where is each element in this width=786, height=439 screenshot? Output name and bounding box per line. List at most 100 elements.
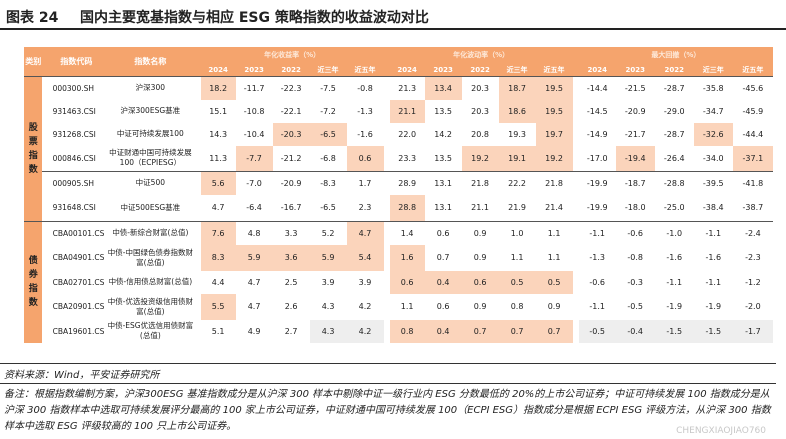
spacer [194, 47, 201, 77]
spacer [572, 171, 579, 195]
value-cell-dd: -34.7 [702, 106, 724, 116]
spacer [42, 122, 47, 146]
value-cell-vol: 0.4 [424, 270, 462, 294]
value-cell-vol: 1.6 [389, 244, 425, 271]
value-cell-dd: -1.1 [705, 277, 722, 287]
value-cell-ret: -1.6 [357, 129, 373, 139]
period-header: 2023 [615, 63, 655, 77]
value-cell-vol: 21.4 [545, 203, 563, 213]
value-cell-ret: 5.2 [309, 221, 347, 245]
value-cell-dd: -1.9 [666, 302, 683, 311]
value-cell-dd: -21.7 [624, 129, 646, 139]
value-cell-dd: -44.4 [742, 129, 764, 139]
source-note: 资料来源：Wind，平安证券研究所 [0, 363, 776, 381]
category-equity: 股票指数 [24, 76, 43, 222]
spacer [383, 221, 390, 245]
index-name: 中债-ESG优选信用债财富(总值) [107, 321, 194, 340]
value-cell-vol: 28.9 [389, 171, 425, 195]
index-name: 中证财通中国可持续发展100（ECPIESG） [109, 148, 192, 168]
period-header: 近五年 [732, 63, 773, 77]
value-cell-dd: -26.4 [663, 153, 685, 163]
value-cell-vol: 0.7 [436, 253, 450, 262]
value-cell-dd: -1.1 [578, 221, 616, 245]
value-cell-dd: -1.1 [589, 302, 605, 311]
value-cell-ret: 2.3 [358, 203, 372, 213]
index-code: 931648.CSI [52, 203, 96, 213]
group-header: 年化波动率（%） [389, 47, 573, 63]
spacer [383, 99, 390, 123]
spacer [42, 293, 47, 320]
value-cell-dd: -32.6 [693, 122, 733, 146]
value-cell-ret: 3.9 [321, 277, 335, 287]
value-cell-dd: -0.3 [627, 277, 643, 287]
period-header: 2024 [200, 63, 236, 77]
value-cell-vol: 1.1 [510, 253, 524, 262]
spacer [42, 270, 47, 294]
header-row-periods: 2024 2023 2022 近三年 近五年 2024 2023 2022 近三年 近五年 2024… [24, 63, 773, 77]
value-cell-ret: 5.4 [346, 244, 384, 271]
spacer [572, 221, 579, 245]
value-cell-ret: 0.6 [346, 145, 384, 172]
value-cell-vol: 0.6 [389, 270, 425, 294]
spacer [383, 244, 390, 271]
figure-title: 国内主要宽基指数与相应 ESG 策略指数的收益波动对比 [80, 10, 429, 26]
table-row: CBA04901.CS 中债-中国绿色债券指数财富(总值) 8.3 5.9 3.6 5.9… [24, 244, 773, 271]
value-cell-ret: 4.2 [358, 302, 372, 311]
value-cell-dd: -19.9 [586, 203, 608, 213]
value-cell-ret: 4.7 [247, 302, 261, 311]
value-cell-vol: 19.2 [535, 145, 573, 172]
value-cell-ret: 15.1 [209, 106, 228, 116]
value-cell-ret: 8.3 [200, 244, 236, 271]
value-cell-vol: 1.4 [389, 221, 425, 245]
category-bond: 债券指数 [24, 221, 43, 343]
value-cell-ret: 5.9 [235, 244, 273, 271]
value-cell-dd: -21.5 [615, 76, 655, 100]
spacer [572, 270, 579, 294]
index-name: 中证可持续发展100 [116, 129, 184, 138]
value-cell-ret: 4.4 [211, 277, 225, 287]
spacer [194, 270, 201, 294]
value-cell-dd: -1.1 [693, 221, 733, 245]
index-code: 931268.CSI [52, 129, 96, 139]
value-cell-ret: -7.5 [309, 76, 347, 100]
index-name: 中债-优选投资级信用债财富(总值) [107, 296, 193, 316]
value-cell-ret: -21.2 [280, 153, 302, 163]
value-cell-ret: -10.4 [243, 129, 265, 139]
value-cell-vol: 0.7 [498, 319, 536, 343]
value-cell-vol: 18.6 [498, 99, 536, 123]
value-cell-dd: -37.1 [732, 145, 773, 172]
value-cell-dd: -0.4 [615, 319, 655, 343]
col-header-type: 类别 [24, 47, 43, 77]
value-cell-ret: 7.6 [200, 221, 236, 245]
value-cell-dd: -1.9 [705, 302, 722, 311]
period-header: 2023 [235, 63, 273, 77]
spacer [194, 244, 201, 271]
spacer [383, 270, 390, 294]
spacer [42, 99, 47, 123]
value-cell-ret: 4.7 [346, 221, 384, 245]
value-cell-vol: 21.8 [535, 171, 573, 195]
value-cell-dd: -0.6 [615, 221, 655, 245]
table-row: CBA19601.CS 中债-ESG优选信用债财富(总值) 5.1 4.9 2.7 4.3… [24, 319, 773, 343]
value-cell-ret: 3.6 [272, 244, 310, 271]
value-cell-ret: -7.0 [235, 171, 273, 195]
value-cell-ret: 2.7 [284, 326, 298, 336]
table-row: 931463.CSI 沪深300ESG基准 15.1 -10.8 -22.1 -7.2 -1… [24, 99, 773, 123]
table-row: 股票指数 000300.SH 沪深300 18.2 -11.7 -22.3 -7.5 -0.8… [24, 76, 773, 222]
spacer [194, 171, 201, 195]
spacer [194, 76, 201, 100]
value-cell-dd: -1.7 [732, 319, 773, 343]
period-header: 2023 [424, 63, 462, 77]
col-header-code: 指数代码 [46, 47, 107, 77]
value-cell-dd: -28.8 [654, 171, 694, 195]
value-cell-dd: -14.9 [586, 129, 608, 139]
value-cell-dd: -1.0 [654, 221, 694, 245]
spacer [572, 319, 579, 343]
value-cell-ret: 3.9 [358, 277, 372, 287]
value-cell-vol: 21.1 [471, 203, 489, 213]
value-cell-dd: -2.4 [732, 221, 773, 245]
value-cell-vol: 22.0 [398, 129, 417, 139]
value-cell-vol: 21.9 [508, 203, 526, 213]
spacer [572, 47, 579, 77]
period-header: 近五年 [346, 63, 384, 77]
